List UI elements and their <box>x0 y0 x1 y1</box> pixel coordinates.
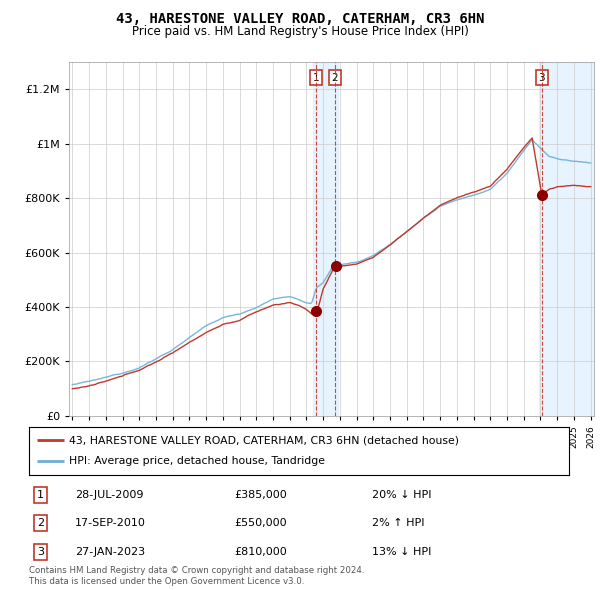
Text: This data is licensed under the Open Government Licence v3.0.: This data is licensed under the Open Gov… <box>29 577 304 586</box>
Text: 20% ↓ HPI: 20% ↓ HPI <box>372 490 431 500</box>
Text: 2% ↑ HPI: 2% ↑ HPI <box>372 519 425 528</box>
Text: 2: 2 <box>37 519 44 528</box>
Text: 17-SEP-2010: 17-SEP-2010 <box>75 519 146 528</box>
Text: £385,000: £385,000 <box>234 490 287 500</box>
Text: 13% ↓ HPI: 13% ↓ HPI <box>372 547 431 556</box>
Text: Price paid vs. HM Land Registry's House Price Index (HPI): Price paid vs. HM Land Registry's House … <box>131 25 469 38</box>
Text: 43, HARESTONE VALLEY ROAD, CATERHAM, CR3 6HN (detached house): 43, HARESTONE VALLEY ROAD, CATERHAM, CR3… <box>70 435 460 445</box>
Text: £810,000: £810,000 <box>234 547 287 556</box>
Text: 2: 2 <box>332 73 338 83</box>
Text: 27-JAN-2023: 27-JAN-2023 <box>75 547 145 556</box>
Text: £550,000: £550,000 <box>234 519 287 528</box>
Bar <box>313 62 338 416</box>
Text: Contains HM Land Registry data © Crown copyright and database right 2024.: Contains HM Land Registry data © Crown c… <box>29 566 364 575</box>
Text: 28-JUL-2009: 28-JUL-2009 <box>75 490 143 500</box>
Text: 1: 1 <box>313 73 319 83</box>
Text: 43, HARESTONE VALLEY ROAD, CATERHAM, CR3 6HN: 43, HARESTONE VALLEY ROAD, CATERHAM, CR3… <box>116 12 484 26</box>
Text: 3: 3 <box>538 73 545 83</box>
Text: 1: 1 <box>37 490 44 500</box>
Bar <box>539 62 599 416</box>
Text: HPI: Average price, detached house, Tandridge: HPI: Average price, detached house, Tand… <box>70 457 325 467</box>
Text: 3: 3 <box>37 547 44 556</box>
